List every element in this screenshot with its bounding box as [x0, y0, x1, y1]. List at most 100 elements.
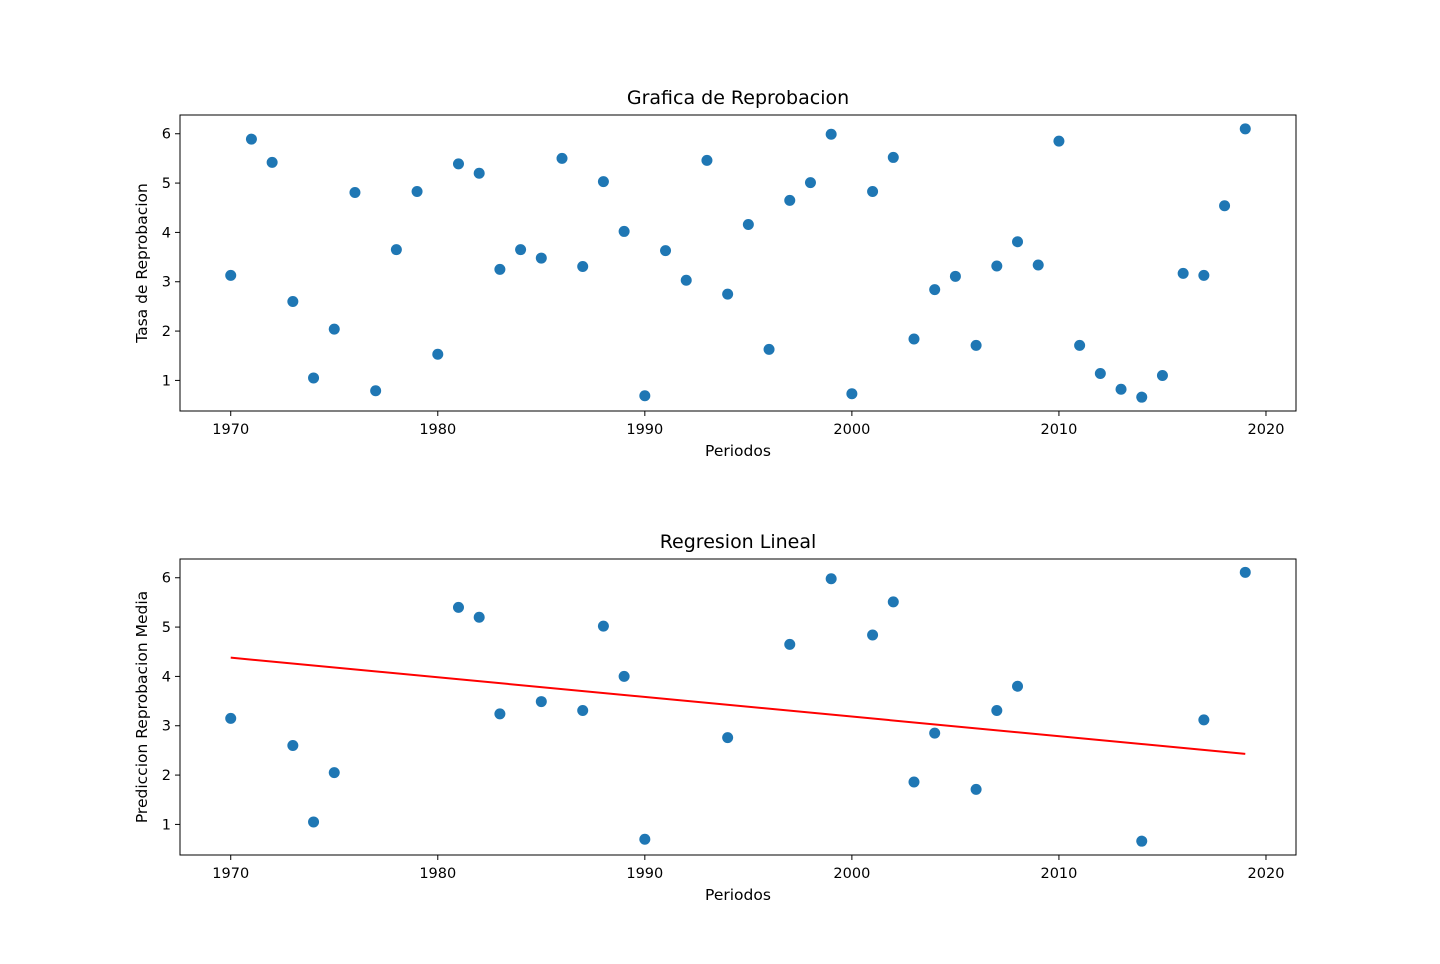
x-tick-label: 2000: [833, 422, 870, 438]
x-tick-label: 1970: [212, 422, 249, 438]
data-point: [763, 343, 775, 355]
data-point: [722, 288, 734, 300]
data-point: [287, 739, 299, 751]
x-tick-label: 2000: [833, 866, 870, 882]
data-point: [1156, 369, 1168, 381]
data-point: [742, 219, 754, 231]
axis-ticks: 1970 1980 1990 2000 2010 2020 1 2 3 4 5 6: [162, 127, 1285, 438]
data-point: [1177, 267, 1189, 279]
data-point: [1136, 391, 1148, 403]
data-point: [245, 133, 257, 145]
data-point: [452, 601, 464, 613]
data-point: [452, 158, 464, 170]
data-point: [577, 704, 589, 716]
data-point: [1074, 339, 1086, 351]
data-point: [908, 776, 920, 788]
data-point: [494, 263, 506, 275]
y-tick-label: 4: [162, 225, 171, 241]
data-point: [225, 712, 237, 724]
data-point: [722, 732, 734, 744]
x-tick-label: 2010: [1040, 866, 1077, 882]
data-point: [825, 573, 837, 585]
data-point: [991, 704, 1003, 716]
y-tick-label: 6: [162, 127, 171, 143]
y-tick-label: 1: [162, 373, 171, 389]
data-point: [1219, 200, 1231, 212]
x-axis-label: Periodos: [705, 886, 771, 904]
data-point: [411, 185, 423, 197]
x-axis-label: Periodos: [705, 442, 771, 460]
data-point: [1012, 680, 1024, 692]
data-point: [1032, 259, 1044, 271]
data-point: [494, 708, 506, 720]
x-tick-label: 1990: [626, 422, 663, 438]
chart-title: Grafica de Reprobacion: [627, 87, 849, 109]
x-tick-label: 2020: [1248, 422, 1285, 438]
data-point: [328, 767, 340, 779]
scatter-panel-reprobacion: Grafica de Reprobacion Periodos Tasa de …: [133, 87, 1297, 460]
regression-panel: Regresion Lineal Periodos Prediccion Rep…: [133, 531, 1297, 904]
data-point: [1198, 714, 1210, 726]
data-point: [908, 333, 920, 345]
scatter-points: [225, 123, 1251, 403]
data-point: [473, 611, 485, 623]
data-point: [825, 128, 837, 140]
x-tick-label: 1970: [212, 866, 249, 882]
data-point: [887, 151, 899, 163]
plot-frame: [179, 114, 1297, 412]
y-tick-label: 1: [162, 817, 171, 833]
y-axis-label: Prediccion Reprobacion Media: [133, 591, 151, 823]
data-point: [432, 348, 444, 360]
data-point: [991, 260, 1003, 272]
regression-line: [230, 656, 1246, 755]
data-point: [556, 152, 568, 164]
y-tick-label: 3: [162, 719, 171, 735]
axis-ticks: 1970 1980 1990 2000 2010 2020 1 2 3 4 5 6: [162, 571, 1285, 882]
data-point: [473, 167, 485, 179]
data-point: [970, 339, 982, 351]
x-tick-label: 1980: [419, 866, 456, 882]
data-point: [618, 670, 630, 682]
data-point: [287, 295, 299, 307]
data-point: [867, 185, 879, 197]
data-point: [846, 388, 858, 400]
data-point: [266, 156, 278, 168]
scatter-points: [225, 566, 1251, 847]
data-point: [390, 244, 402, 256]
data-point: [1198, 269, 1210, 281]
data-point: [308, 816, 320, 828]
data-point: [328, 323, 340, 335]
data-point: [515, 244, 527, 256]
data-point: [929, 284, 941, 296]
y-tick-label: 2: [162, 768, 171, 784]
y-tick-label: 2: [162, 324, 171, 340]
data-point: [784, 194, 796, 206]
data-point: [970, 783, 982, 795]
data-point: [949, 270, 961, 282]
chart-title: Regresion Lineal: [660, 531, 817, 553]
data-point: [639, 833, 651, 845]
plot-frame: [179, 558, 1297, 856]
data-point: [1239, 123, 1251, 135]
x-tick-label: 1980: [419, 422, 456, 438]
data-point: [308, 372, 320, 384]
y-tick-label: 3: [162, 275, 171, 291]
data-point: [597, 176, 609, 188]
data-point: [618, 225, 630, 237]
data-point: [784, 638, 796, 650]
data-point: [639, 390, 651, 402]
data-point: [701, 154, 713, 166]
data-point: [1136, 835, 1148, 847]
data-point: [929, 727, 941, 739]
data-point: [1094, 368, 1106, 380]
data-point: [1115, 383, 1127, 395]
data-point: [1012, 236, 1024, 248]
data-point: [887, 596, 899, 608]
data-point: [225, 269, 237, 281]
y-tick-label: 5: [162, 620, 171, 636]
x-tick-label: 2020: [1248, 866, 1285, 882]
data-point: [867, 629, 879, 641]
data-point: [1053, 135, 1065, 147]
